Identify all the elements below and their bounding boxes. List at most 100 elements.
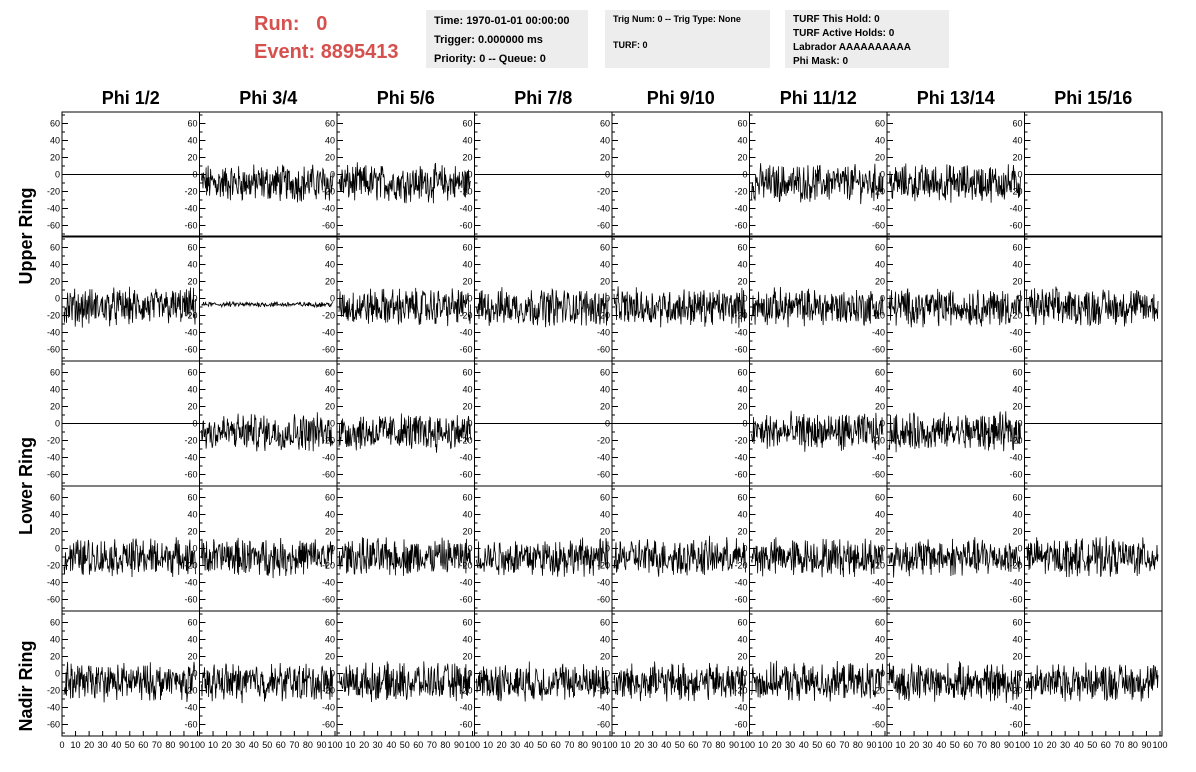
y-tick-label: -60 [597,470,610,480]
event-value: 8895413 [320,41,399,63]
y-tick-label: -60 [184,595,197,605]
y-tick-label: -40 [459,453,472,463]
y-tick-label: 40 [462,510,472,520]
y-tick-label: -20 [459,686,472,696]
x-tick-label: 70 [289,740,299,750]
y-tick-label: -60 [1009,345,1022,355]
y-tick-label: 20 [325,402,335,412]
y-tick-label: 0 [330,544,335,554]
y-tick-label: 60 [600,493,610,503]
y-tick-label: 0 [330,419,335,429]
x-tick-label: 60 [276,740,286,750]
y-tick-label: 60 [50,493,60,503]
waveform-trace [1026,536,1159,578]
y-tick-label: 20 [462,153,472,163]
y-tick-label: -60 [597,595,610,605]
y-tick-label: 0 [880,170,885,180]
waveform-trace [751,660,884,702]
waveform-panel-r5-c2 [199,610,338,737]
y-tick-label: -40 [1009,328,1022,338]
y-tick-label: 20 [325,153,335,163]
priority-text: Priority: 0 -- Queue: 0 [434,53,546,65]
y-tick-label: -60 [47,595,60,605]
y-tick-label: -20 [322,561,335,571]
y-tick-label: -40 [734,703,747,713]
y-tick-label: 0 [742,294,747,304]
y-tick-label: 40 [187,260,197,270]
y-tick-label: 40 [50,385,60,395]
waveform-trace [888,661,1021,704]
y-tick-label: 0 [605,294,610,304]
y-tick-label: -20 [734,686,747,696]
y-tick-label: 40 [187,510,197,520]
x-tick-label: 100 [602,740,617,750]
y-tick-label: 40 [187,635,197,645]
y-tick-label: 20 [1012,277,1022,287]
y-tick-label: 20 [50,652,60,662]
column-header-1: Phi 1/2 [102,88,160,108]
y-tick-label: 20 [462,277,472,287]
y-tick-label: 40 [325,510,335,520]
y-tick-label: -20 [734,436,747,446]
run-value: 0 [316,13,328,35]
trig-num-text: Trig Num: 0 -- Trig Type: None [613,14,741,24]
y-tick-label: -40 [322,204,335,214]
y-tick-label: 20 [187,652,197,662]
y-tick-label: -60 [184,470,197,480]
x-tick-label: 90 [1004,740,1014,750]
x-tick-label: 50 [1087,740,1097,750]
y-tick-label: 0 [1017,419,1022,429]
y-tick-label: 0 [880,544,885,554]
y-tick-label: 40 [600,136,610,146]
x-tick-label: 40 [936,740,946,750]
waveform-panel-r3-c7 [886,360,1025,487]
y-tick-label: -60 [597,221,610,231]
y-tick-label: 60 [737,368,747,378]
y-tick-label: -60 [734,720,747,730]
y-tick-label: 60 [1012,618,1022,628]
y-tick-label: 0 [192,170,197,180]
y-tick-label: -40 [872,204,885,214]
waveform-trace [338,413,471,453]
x-tick-label: 80 [165,740,175,750]
y-tick-label: -40 [322,578,335,588]
y-tick-label: -40 [597,453,610,463]
x-tick-label: 40 [799,740,809,750]
y-tick-label: -20 [184,311,197,321]
y-tick-label: -20 [184,436,197,446]
y-tick-label: 20 [1012,402,1022,412]
y-tick-label: 0 [605,170,610,180]
y-tick-label: 0 [467,170,472,180]
y-tick-label: 60 [737,243,747,253]
x-tick-label: 80 [303,740,313,750]
y-tick-label: -40 [872,328,885,338]
x-tick-label: 50 [675,740,685,750]
waveform-panel-r2-c5 [611,235,750,362]
waveform-trace [751,163,884,205]
y-tick-label: 20 [1012,652,1022,662]
y-tick-label: 20 [600,527,610,537]
x-tick-label: 90 [729,740,739,750]
y-tick-label: 40 [187,385,197,395]
x-tick-label: 80 [440,740,450,750]
y-tick-label: -60 [47,221,60,231]
y-tick-label: -60 [872,221,885,231]
y-tick-label: 60 [187,493,197,503]
y-tick-label: -60 [47,720,60,730]
y-tick-label: 60 [875,119,885,129]
y-tick-label: 40 [875,385,885,395]
y-tick-label: -20 [872,311,885,321]
y-tick-label: 40 [600,260,610,270]
x-tick-label: 20 [84,740,94,750]
x-tick-label: 70 [839,740,849,750]
y-tick-label: -20 [872,686,885,696]
y-tick-label: 20 [600,277,610,287]
y-tick-label: -60 [734,221,747,231]
column-header-8: Phi 15/16 [1054,88,1132,108]
y-tick-label: -40 [872,453,885,463]
y-tick-label: 20 [187,153,197,163]
x-tick-label: 40 [524,740,534,750]
time-text: Time: 1970-01-01 00:00:00 [434,15,570,27]
y-tick-label: 60 [462,618,472,628]
